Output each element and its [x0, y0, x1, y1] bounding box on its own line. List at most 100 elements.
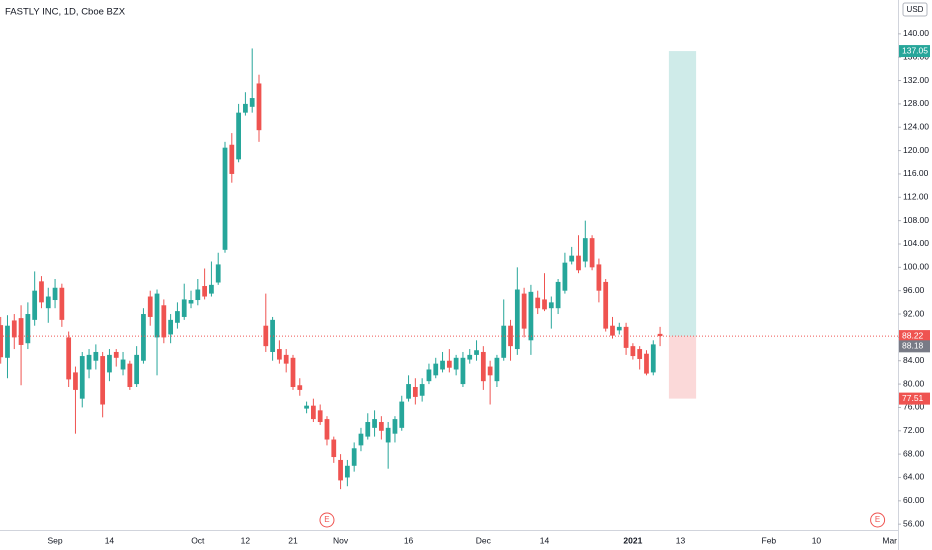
candle-body — [195, 289, 201, 301]
x-tick-label: 21 — [288, 535, 298, 545]
candle-body — [338, 459, 343, 481]
candle-body — [11, 320, 17, 338]
candle-body — [59, 287, 65, 320]
currency[interactable]: USD — [907, 5, 924, 14]
candle-body — [419, 384, 425, 396]
candle-body — [297, 385, 303, 390]
price-label: 77.51 — [902, 393, 924, 403]
candle-body — [467, 354, 473, 360]
candle-body — [229, 144, 235, 174]
candle-body — [399, 401, 405, 428]
y-tick-label: 116.00 — [903, 168, 929, 178]
earnings-marker — [870, 512, 886, 528]
candle-body — [358, 433, 364, 446]
price-label-bg — [899, 45, 930, 58]
currency-box[interactable] — [902, 2, 928, 17]
candle-body — [521, 293, 527, 329]
candle-body — [215, 264, 221, 283]
x-tick-label: Dec — [476, 535, 492, 545]
y-tick-label: 64.00 — [903, 472, 925, 482]
candle-body — [5, 325, 10, 358]
candle-body — [147, 296, 153, 317]
candle-body — [93, 351, 99, 361]
y-tick-label: 140.00 — [903, 28, 929, 38]
earnings-label: E — [875, 515, 880, 524]
y-tick-label: 96.00 — [903, 285, 925, 295]
x-tick-label: Mar — [882, 535, 897, 545]
chart-title: FASTLY INC, 1D, Cboe BZX — [5, 7, 126, 18]
candle-body — [161, 305, 167, 338]
candle-body — [134, 354, 140, 385]
loss-zone — [668, 336, 697, 399]
price-label-bg — [899, 330, 930, 343]
y-tick-label: 56.00 — [903, 518, 925, 528]
y-tick-label: 72.00 — [903, 425, 925, 435]
candle-body — [127, 363, 133, 387]
candle-body — [45, 296, 51, 309]
candle-body — [236, 112, 241, 160]
candle-body — [589, 238, 595, 268]
candle-body — [569, 255, 575, 262]
y-tick-label: 108.00 — [903, 215, 929, 225]
candle-body — [542, 299, 547, 310]
candle-body — [243, 103, 248, 113]
candle-body — [365, 422, 371, 437]
candle-body — [562, 262, 568, 291]
candle-body — [175, 311, 180, 323]
candle-body — [440, 360, 445, 370]
candle-body — [576, 255, 581, 271]
candle-body — [202, 286, 207, 297]
candle-body — [378, 422, 384, 431]
candle-body — [657, 333, 663, 337]
candle-body — [263, 325, 269, 347]
candle-body — [120, 359, 126, 370]
candle-body — [480, 351, 486, 382]
y-tick-label: 128.00 — [903, 98, 929, 108]
candle-body — [222, 147, 228, 250]
y-tick-label: 104.00 — [903, 238, 929, 248]
earnings-marker — [319, 512, 335, 528]
price-label: 88.18 — [902, 341, 924, 351]
candle-body — [0, 325, 4, 358]
candle-body — [39, 281, 44, 303]
candle-body — [596, 264, 602, 291]
candle-body — [610, 325, 615, 336]
candle-body — [344, 465, 350, 478]
candle-body — [154, 293, 160, 338]
candle-body — [372, 419, 377, 428]
candle-body — [181, 299, 187, 317]
candle-body — [494, 357, 500, 382]
price-label: 88.22 — [902, 330, 924, 340]
y-tick-label: 60.00 — [903, 495, 925, 505]
candle-body — [277, 349, 282, 360]
x-tick-label: Oct — [191, 535, 205, 545]
candle-body — [426, 369, 432, 382]
candle-body — [385, 427, 391, 443]
candle-body — [317, 410, 323, 423]
candle-body — [433, 363, 439, 376]
x-tick-label: 14 — [105, 535, 115, 545]
candle-body — [18, 318, 24, 345]
candle-body — [304, 405, 309, 409]
candle-body — [650, 344, 656, 373]
candle-body — [209, 284, 214, 294]
candle-body — [603, 281, 609, 329]
candle-body — [460, 357, 466, 385]
earnings-label: E — [324, 515, 329, 524]
candle-body — [412, 386, 418, 397]
candle-body — [100, 356, 106, 405]
candle-body — [141, 314, 146, 361]
x-tick-label: 13 — [676, 535, 686, 545]
candle-body — [582, 238, 588, 262]
candle-body — [351, 448, 357, 466]
y-tick-label: 68.00 — [903, 448, 925, 458]
candle-body — [331, 439, 337, 458]
candle-body — [555, 281, 561, 309]
price-label: 137.05 — [902, 45, 928, 55]
candle-body — [616, 326, 622, 331]
y-tick-label: 112.00 — [903, 192, 929, 202]
y-tick-label: 100.00 — [903, 262, 929, 272]
candle-body — [644, 353, 649, 374]
candle-body — [79, 356, 85, 399]
